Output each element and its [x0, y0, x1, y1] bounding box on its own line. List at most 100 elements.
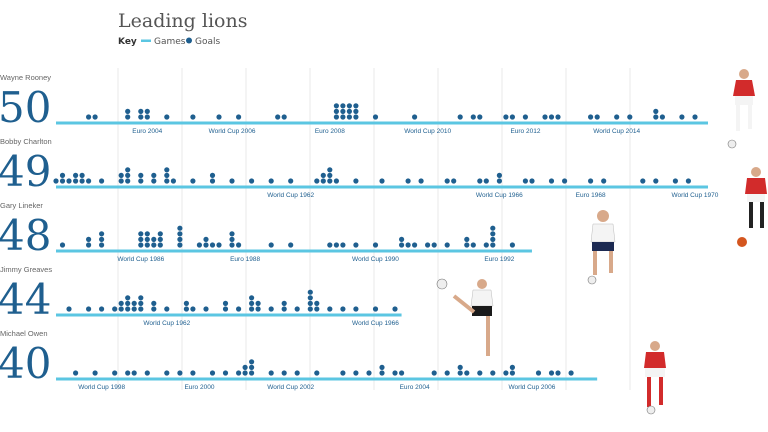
- goal-dot: [118, 178, 124, 184]
- goal-dot: [562, 178, 568, 184]
- legend-games-label: Games: [154, 37, 186, 47]
- goal-dot: [144, 370, 150, 376]
- goal-dot: [490, 225, 496, 231]
- goal-dot: [151, 242, 157, 248]
- goal-dot: [320, 178, 326, 184]
- goal-dot: [92, 370, 98, 376]
- goal-dot: [529, 178, 535, 184]
- goal-dot: [79, 172, 85, 178]
- goal-dot: [418, 178, 424, 184]
- goal-dot: [177, 231, 183, 237]
- goal-dot: [216, 242, 222, 248]
- goal-dot: [275, 114, 281, 120]
- goal-dot: [327, 242, 333, 248]
- goal-dot: [118, 300, 124, 306]
- goal-dot: [125, 370, 131, 376]
- goal-dot: [144, 114, 150, 120]
- goal-dot: [92, 114, 98, 120]
- goal-dot: [288, 242, 294, 248]
- goal-dot: [268, 306, 274, 312]
- goal-dot: [209, 172, 216, 178]
- goal-dot: [222, 306, 229, 312]
- tournament-label: World Cup 1998: [78, 384, 125, 391]
- goal-dot: [294, 370, 300, 376]
- goal-dot: [86, 306, 92, 312]
- legend-games-swatch: [141, 39, 151, 42]
- goal-dot: [281, 306, 287, 312]
- goal-total: 44: [0, 275, 51, 324]
- goal-dot: [131, 300, 137, 306]
- goal-dot: [196, 242, 202, 248]
- goal-dot: [327, 167, 333, 173]
- goal-dot: [659, 114, 666, 120]
- goal-dot: [144, 242, 150, 248]
- goal-dot: [353, 108, 359, 114]
- goal-dot: [125, 300, 131, 306]
- chart-title: Leading lions: [118, 10, 247, 32]
- goal-dot: [125, 167, 131, 173]
- goal-dot: [138, 114, 144, 120]
- goal-dot: [522, 178, 529, 184]
- goal-dot: [490, 370, 496, 376]
- goal-dot: [353, 242, 359, 248]
- goal-dot: [340, 370, 346, 376]
- goal-dot: [59, 178, 66, 184]
- goal-dot: [268, 370, 274, 376]
- goal-dot: [346, 114, 352, 120]
- tournament-label: World Cup 1966: [352, 320, 399, 327]
- goal-dot: [138, 236, 144, 242]
- goal-dot: [327, 172, 333, 178]
- goal-dot: [555, 370, 561, 376]
- player-name: Wayne Rooney: [0, 73, 51, 82]
- goal-dot: [333, 114, 339, 120]
- goal-dot: [379, 364, 385, 370]
- goal-dot: [164, 178, 170, 184]
- goal-dot: [125, 178, 131, 184]
- goal-dot: [496, 172, 502, 178]
- goal-dot: [379, 178, 385, 184]
- goal-dot: [249, 178, 255, 184]
- goal-dot: [236, 370, 242, 376]
- goal-dot: [333, 108, 339, 114]
- goal-dot: [333, 178, 339, 184]
- goal-dot: [177, 370, 183, 376]
- goal-dot: [314, 370, 320, 376]
- goal-dot: [203, 236, 209, 242]
- goal-dot: [307, 295, 313, 301]
- goal-dot: [151, 306, 157, 312]
- goal-dot: [183, 300, 189, 306]
- goal-dot: [372, 114, 379, 120]
- goal-dot: [73, 370, 79, 376]
- goal-dot: [692, 114, 698, 120]
- goal-dot: [125, 108, 131, 114]
- goal-dot: [477, 114, 483, 120]
- goal-dot: [425, 242, 431, 248]
- goal-dot: [327, 178, 333, 184]
- goal-dot: [249, 370, 255, 376]
- goal-dot: [340, 103, 346, 109]
- goal-dot: [340, 242, 346, 248]
- goal-dot: [457, 364, 463, 370]
- goal-dot: [470, 114, 476, 120]
- goal-dot: [131, 370, 137, 376]
- goal-dot: [399, 370, 405, 376]
- goal-dot: [138, 108, 144, 114]
- goal-dot: [444, 370, 450, 376]
- goal-dot: [190, 114, 196, 120]
- goal-dot: [588, 114, 594, 120]
- goal-dot: [151, 178, 157, 184]
- goal-dot: [53, 178, 59, 184]
- goal-dot: [268, 178, 274, 184]
- goal-dot: [138, 178, 144, 184]
- goal-dot: [151, 236, 157, 242]
- goal-dot: [320, 172, 326, 178]
- goal-dot: [340, 108, 346, 114]
- goal-dot: [157, 242, 163, 248]
- goal-dot: [412, 242, 418, 248]
- goal-dot: [392, 306, 398, 312]
- goal-dot: [118, 306, 124, 312]
- goal-dot: [281, 300, 287, 306]
- goal-dot: [86, 236, 92, 242]
